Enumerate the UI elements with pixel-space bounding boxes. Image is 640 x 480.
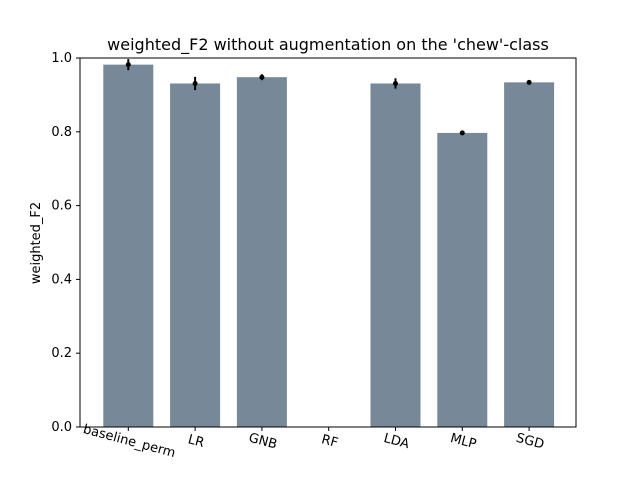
x-tick-label-GNB: GNB (247, 431, 279, 453)
x-tick-label-baseline_perm: baseline_perm (81, 422, 177, 461)
y-axis-label: weighted_F2 (29, 202, 44, 284)
y-tick-label: 0.0 (51, 420, 72, 435)
axes-frame (79, 57, 577, 428)
mean-marker-LR (192, 80, 198, 86)
y-tick-label: 0.4 (51, 272, 72, 287)
mean-marker-baseline_perm (125, 62, 131, 68)
plot-area: 0.0 0.2 0.4 0.6 0.8 1.0 baseline_perm LR GNB RF LD… (51, 51, 577, 461)
x-tick-label-LR: LR (186, 432, 206, 451)
mean-marker-GNB (259, 74, 265, 80)
x-tick-label-SGD: SGD (514, 431, 545, 453)
x-tick-label-LDA: LDA (382, 431, 411, 452)
bar-LDA (370, 83, 421, 427)
y-tick-label: 1.0 (51, 51, 72, 66)
y-tick-label: 0.6 (51, 199, 72, 214)
x-tick-label-RF: RF (320, 432, 340, 451)
chart-title: weighted_F2 without augmentation on the … (107, 35, 549, 55)
bar-GNB (236, 77, 287, 428)
mean-marker-MLP (459, 130, 465, 136)
y-tick-label: 0.8 (51, 125, 72, 140)
x-tick-label-MLP: MLP (449, 431, 478, 452)
y-tick-label: 0.2 (51, 346, 72, 361)
mean-marker-SGD (526, 79, 532, 85)
bar-LR (170, 83, 221, 427)
mean-marker-LDA (393, 80, 398, 86)
bar-SGD (504, 82, 555, 427)
bar-MLP (437, 132, 488, 428)
bar-baseline_perm (103, 64, 154, 427)
